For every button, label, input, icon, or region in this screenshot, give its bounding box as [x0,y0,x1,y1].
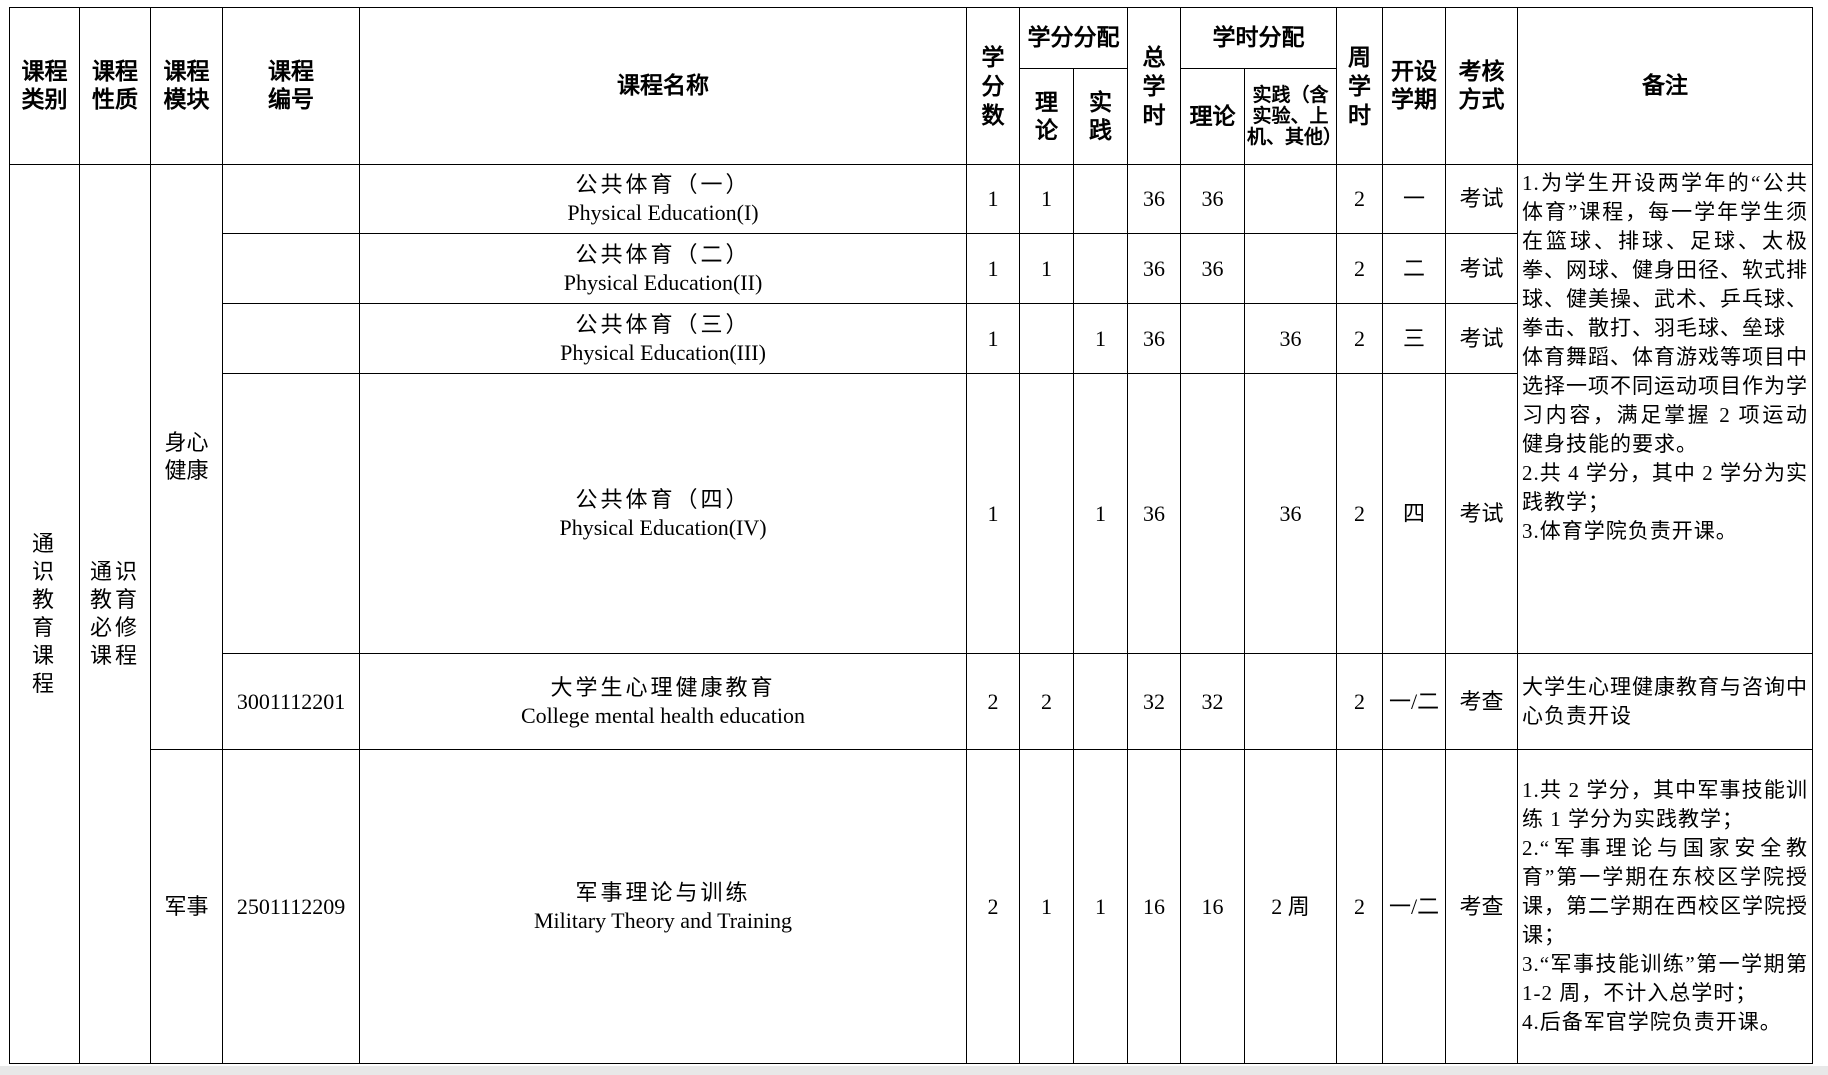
hour-theory-cell [1180,303,1246,374]
hour-theory-cell: 32 [1180,653,1246,750]
module-cell: 军事 [150,749,224,1064]
course-name-cell: 公共体育（三） Physical Education(III) [359,303,968,374]
assessment-cell: 考试 [1445,233,1519,304]
credit-practice-cell: 1 [1073,303,1129,374]
code-cell: 3001112201 [222,653,361,750]
module-cell: 身心健康 [150,164,224,750]
header-hour-split: 学时分配 [1180,7,1338,69]
course-name-cell: 大学生心理健康教育 College mental health education [359,653,968,750]
credit-theory-cell [1019,373,1075,654]
header-semester: 开设学期 [1382,7,1447,165]
header-module: 课程模块 [150,7,224,165]
semester-cell: 一/二 [1382,653,1447,750]
semester-cell: 一 [1382,164,1447,234]
hour-theory-cell [1180,373,1246,654]
hour-theory-cell: 16 [1180,749,1246,1064]
curriculum-table: 课程类别 课程性质 课程模块 课程编号 课程名称 学分数 学分分配 总学时 学时… [8,7,1814,1064]
credit-practice-cell [1073,233,1129,304]
header-weekly-hours: 周学时 [1336,7,1384,165]
code-cell [222,233,361,304]
assessment-cell: 考试 [1445,303,1519,374]
hour-theory-cell: 36 [1180,164,1246,234]
remarks-pe: 1.为学生开设两学年的“公共体育”课程，每一学年学生须在篮球、排球、足球、太极拳… [1517,164,1814,654]
header-credit-theory: 理论 [1019,68,1075,165]
hour-practice-cell: 2 周 [1244,749,1338,1064]
remarks-military: 1.共 2 学分，其中军事技能训练 1 学分为实践教学； 2.“军事理论与国家安全… [1517,749,1814,1064]
course-name-cell: 公共体育（二） Physical Education(II) [359,233,968,304]
weekly-hours-cell: 2 [1336,164,1384,234]
assessment-cell: 考试 [1445,164,1519,234]
credits-cell: 2 [966,653,1021,750]
weekly-hours-cell: 2 [1336,373,1384,654]
page-bottom-strip [0,1066,1828,1075]
total-hours-cell: 32 [1127,653,1182,750]
code-cell: 2501112209 [222,749,361,1064]
credits-cell: 2 [966,749,1021,1064]
semester-cell: 二 [1382,233,1447,304]
credit-practice-cell [1073,164,1129,234]
semester-cell: 一/二 [1382,749,1447,1064]
code-cell [222,164,361,234]
course-name-cell: 公共体育（四） Physical Education(IV) [359,373,968,654]
header-remarks: 备注 [1517,7,1814,165]
total-hours-cell: 36 [1127,164,1182,234]
course-name-cell: 公共体育（一） Physical Education(I) [359,164,968,234]
course-name-cell: 军事理论与训练 Military Theory and Training [359,749,968,1064]
weekly-hours-cell: 2 [1336,233,1384,304]
header-credit-practice: 实践 [1073,68,1129,165]
assessment-cell: 考试 [1445,373,1519,654]
credits-cell: 1 [966,373,1021,654]
credit-practice-cell [1073,653,1129,750]
credit-practice-cell: 1 [1073,373,1129,654]
weekly-hours-cell: 2 [1336,749,1384,1064]
assessment-cell: 考查 [1445,749,1519,1064]
hour-practice-cell: 36 [1244,303,1338,374]
header-code: 课程编号 [222,7,361,165]
category-cell: 通识教育课程 [8,164,81,1064]
assessment-cell: 考查 [1445,653,1519,750]
semester-cell: 四 [1382,373,1447,654]
hour-practice-cell: 36 [1244,373,1338,654]
header-credits: 学分数 [966,7,1021,165]
nature-cell: 通识教育必修课程 [79,164,152,1064]
credits-cell: 1 [966,164,1021,234]
remarks-psych: 大学生心理健康教育与咨询中心负责开设 [1517,653,1814,750]
hour-theory-cell: 36 [1180,233,1246,304]
credits-cell: 1 [966,303,1021,374]
credit-theory-cell: 2 [1019,653,1075,750]
header-category: 课程类别 [8,7,81,165]
semester-cell: 三 [1382,303,1447,374]
total-hours-cell: 16 [1127,749,1182,1064]
hour-practice-cell [1244,653,1338,750]
header-nature: 课程性质 [79,7,152,165]
total-hours-cell: 36 [1127,373,1182,654]
hour-practice-cell [1244,164,1338,234]
header-assessment: 考核方式 [1445,7,1519,165]
header-hour-theory: 理论 [1180,68,1246,165]
credit-theory-cell [1019,303,1075,374]
header-hour-practice: 实践（含实验、上机、其他） [1244,68,1342,165]
header-credit-split: 学分分配 [1019,7,1129,69]
total-hours-cell: 36 [1127,233,1182,304]
credits-cell: 1 [966,233,1021,304]
header-total-hours: 总学时 [1127,7,1182,165]
credit-theory-cell: 1 [1019,749,1075,1064]
hour-practice-cell [1244,233,1338,304]
weekly-hours-cell: 2 [1336,653,1384,750]
credit-theory-cell: 1 [1019,164,1075,234]
credit-practice-cell: 1 [1073,749,1129,1064]
code-cell [222,303,361,374]
total-hours-cell: 36 [1127,303,1182,374]
header-name: 课程名称 [359,7,968,165]
credit-theory-cell: 1 [1019,233,1075,304]
code-cell [222,373,361,654]
weekly-hours-cell: 2 [1336,303,1384,374]
